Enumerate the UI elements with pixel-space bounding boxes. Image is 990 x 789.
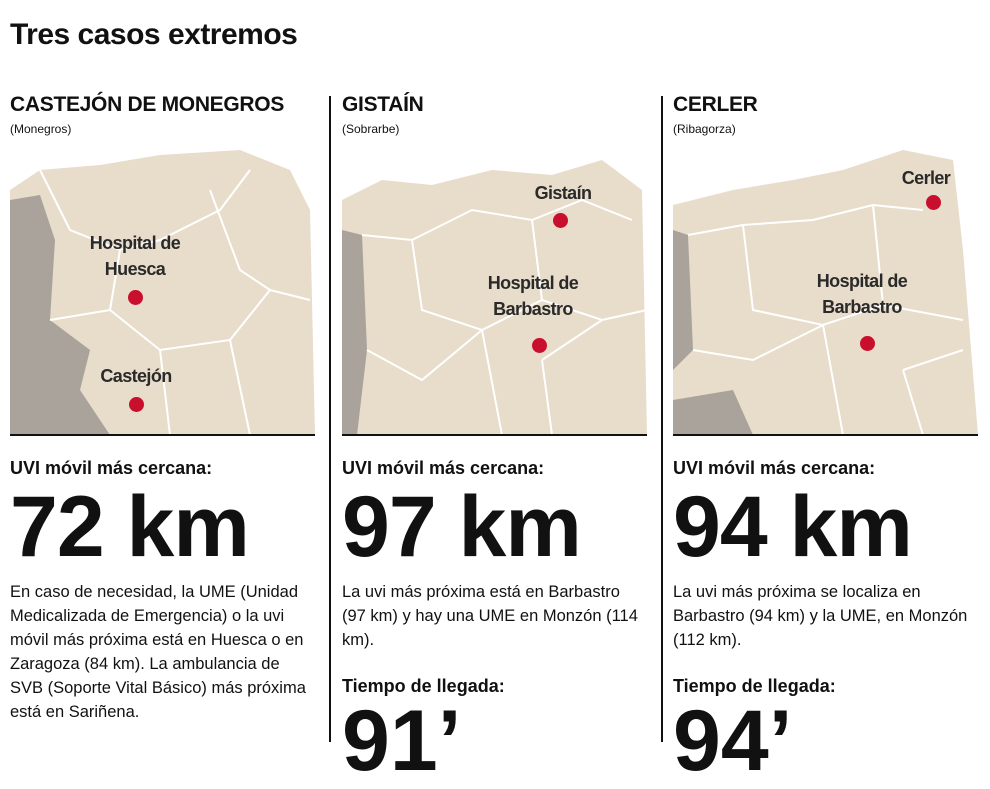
map-border — [692, 324, 824, 362]
map — [673, 150, 978, 435]
map-label: Hospital de Barbastro — [487, 273, 579, 319]
map-border — [872, 204, 884, 306]
map-label: Hospital de Huesca — [89, 233, 181, 279]
map-border — [531, 219, 543, 301]
distance: 94 km — [673, 479, 913, 575]
distance: 72 km — [10, 479, 250, 575]
map-marker — [127, 289, 143, 305]
map-land — [673, 150, 978, 435]
map-rule — [342, 434, 647, 436]
time-label: Tiempo de llegada: — [342, 676, 505, 696]
map-marker — [552, 212, 568, 228]
map-border — [229, 339, 251, 435]
map-border — [687, 203, 924, 236]
location-name: CERLER — [673, 93, 758, 116]
map — [10, 150, 315, 435]
time-label: Tiempo de llegada: — [673, 676, 836, 696]
map-border — [209, 189, 271, 291]
map-marker — [128, 396, 144, 412]
page-title: Tres casos extremos — [10, 18, 298, 51]
map-marker — [925, 194, 941, 210]
arrival-time: 91’ — [342, 693, 462, 789]
column-divider — [329, 96, 331, 742]
map-outside — [10, 195, 110, 435]
column: CERLER (Ribagorza) Cerler Hospital de Barba… — [673, 0, 978, 786]
description: La uvi más próxima se localiza en Barbas… — [673, 583, 968, 649]
map-border — [481, 329, 503, 435]
nearest-label: UVI móvil más cercana: — [10, 458, 213, 478]
distance: 97 km — [342, 479, 582, 575]
region-name: (Ribagorza) — [673, 122, 736, 136]
column: CASTEJÓN DE MONEGROS (Monegros) Hospital d… — [10, 0, 315, 742]
map-border — [108, 249, 311, 352]
map-label: Hospital de Barbastro — [816, 271, 908, 317]
map-rule — [10, 434, 315, 436]
column-divider — [661, 96, 663, 742]
map-border — [822, 324, 844, 435]
map-label: Castejón — [100, 366, 172, 386]
map-marker — [859, 335, 875, 351]
region-name: (Monegros) — [10, 122, 72, 136]
column: GISTAÍN (Sobrarbe) Gistaín Hospital de Barb… — [342, 0, 647, 786]
map-outside — [673, 230, 753, 435]
map-border — [159, 349, 171, 435]
description: En caso de necesidad, la UME (Unidad Med… — [10, 583, 306, 721]
map-border — [39, 169, 251, 252]
map-border — [49, 309, 111, 321]
map-outside — [342, 230, 367, 435]
nearest-label: UVI móvil más cercana: — [342, 458, 545, 478]
map-border — [902, 349, 964, 435]
region-name: (Sobrarbe) — [342, 122, 400, 136]
map-land — [342, 160, 647, 435]
map-border — [541, 319, 603, 435]
map-rule — [673, 434, 978, 436]
map-border — [411, 239, 647, 332]
location-name: GISTAÍN — [342, 93, 424, 116]
arrival-time: 94’ — [673, 693, 793, 789]
map-border — [366, 329, 483, 382]
map-border — [361, 198, 633, 242]
map-marker — [531, 337, 547, 353]
map-label: Gistaín — [534, 183, 592, 203]
nearest-label: UVI móvil más cercana: — [673, 458, 876, 478]
map — [342, 160, 647, 435]
description: La uvi más próxima está en Barbastro (97… — [342, 583, 638, 649]
page-body: {"title": "Tres casos extremos", "column… — [10, 0, 978, 786]
page: Tres casos extremos html, body { margin:… — [10, 0, 978, 786]
location-name: CASTEJÓN DE MONEGROS — [10, 93, 285, 116]
map-label: Cerler — [901, 168, 951, 188]
